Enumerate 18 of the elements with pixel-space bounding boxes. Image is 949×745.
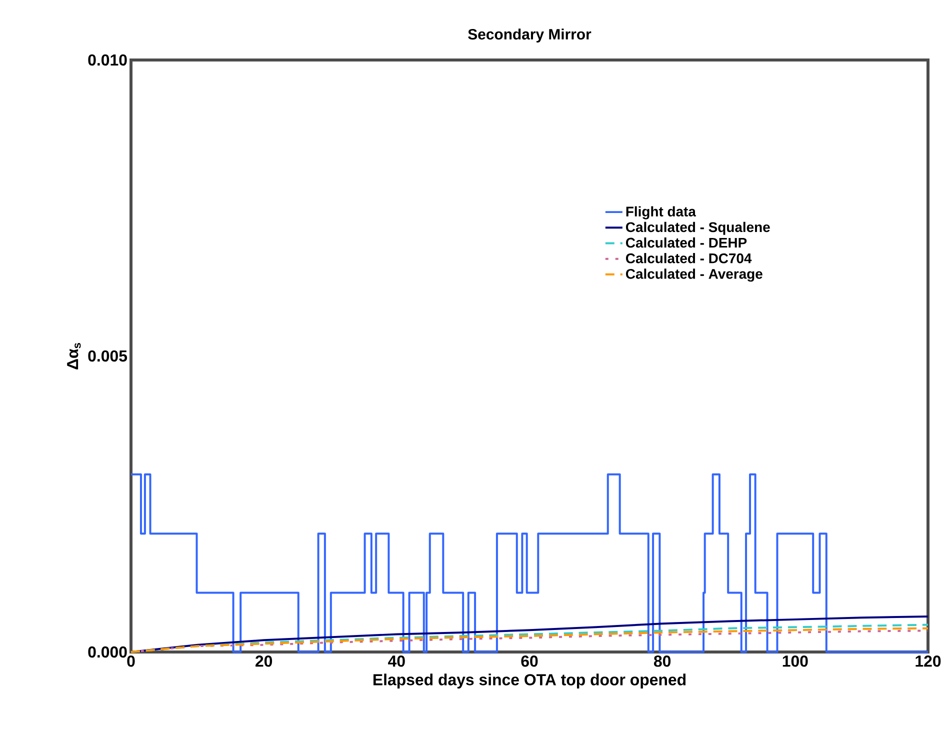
legend-label: Flight data	[626, 206, 696, 220]
x-tick-label: 100	[782, 656, 808, 667]
x-tick-label: 80	[654, 656, 671, 667]
legend-label: Calculated - Average	[626, 268, 762, 282]
y-tick-label: 0.000	[88, 646, 127, 658]
x-tick-label: 60	[521, 656, 538, 667]
y-axis-title: Δα$_{s}$	[67, 342, 81, 370]
y-tick-label: 0.005	[88, 350, 128, 362]
x-tick-label: 0	[127, 656, 135, 667]
chart-title: Secondary Mirror	[468, 28, 592, 43]
legend-label: Calculated - DEHP	[626, 237, 747, 248]
legend-label: Calculated - DC704	[626, 253, 752, 264]
y-tick-label: 0.010	[88, 54, 127, 66]
x-axis-title: Elapsed days since OTA top door opened	[374, 674, 686, 689]
x-tick-label: 40	[388, 656, 405, 667]
legend-label: Calculated - Squalene	[626, 222, 770, 235]
x-tick-label: 20	[256, 656, 272, 667]
x-tick-label: 120	[916, 656, 941, 667]
